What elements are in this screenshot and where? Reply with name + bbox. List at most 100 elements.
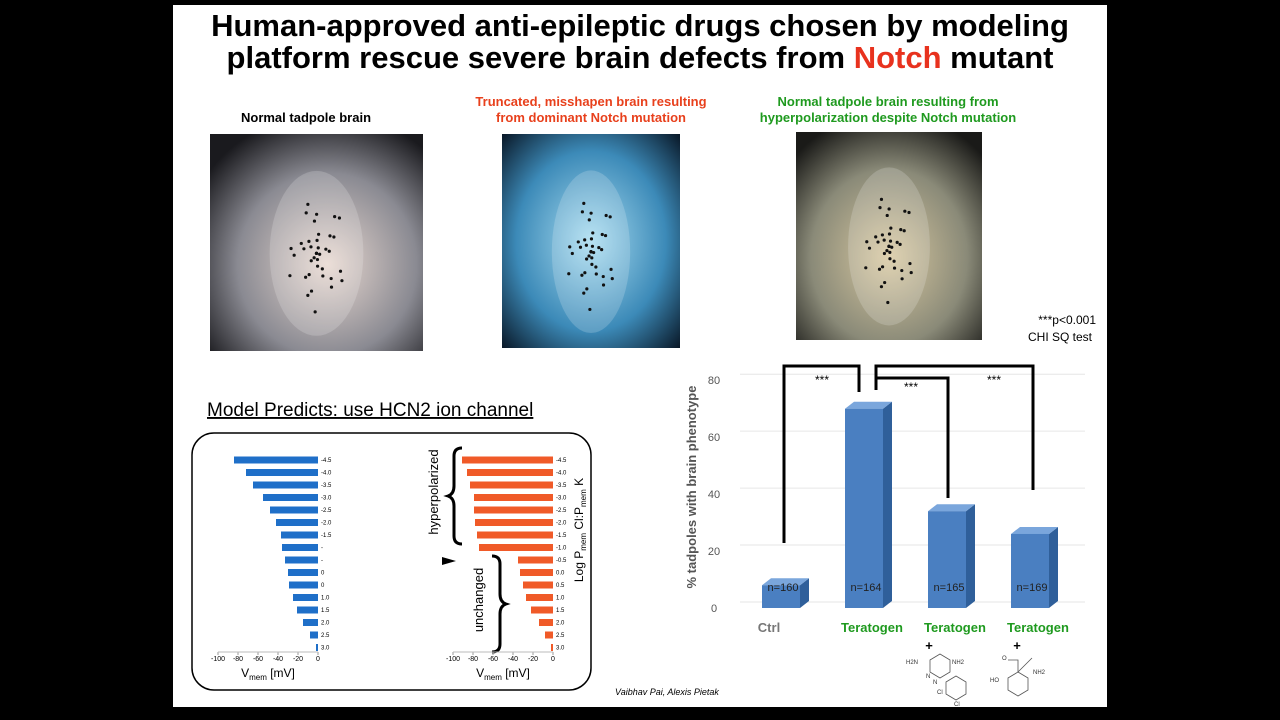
bar xyxy=(281,531,318,539)
photo-detail xyxy=(601,283,606,287)
bar xyxy=(539,619,553,626)
axis-label-part: V xyxy=(476,666,484,680)
photo-detail xyxy=(333,215,337,219)
bar xyxy=(526,594,553,601)
x-tick-label: -20 xyxy=(528,656,538,663)
n-label: n=164 xyxy=(851,582,882,594)
photo-detail xyxy=(299,241,303,246)
y-tick-label: -1.0 xyxy=(556,546,567,552)
photo-detail xyxy=(585,257,589,261)
y-tick-label: 3.0 xyxy=(321,646,330,652)
brace xyxy=(443,446,463,546)
photo-detail xyxy=(309,259,313,263)
photo-detail xyxy=(592,250,596,255)
x-tick-label: Teratogen xyxy=(841,620,903,635)
model-box xyxy=(191,432,592,691)
photo-detail xyxy=(895,240,899,244)
photo-detail xyxy=(603,233,608,238)
x-axis-label: Vmem [mV] xyxy=(476,666,530,682)
y-tick-label: 1.5 xyxy=(556,608,565,614)
bar xyxy=(467,469,553,476)
y-tick-label: 2.5 xyxy=(321,633,330,639)
photo-detail xyxy=(600,248,604,252)
photo-detail xyxy=(580,210,584,214)
photo-detail xyxy=(318,252,322,256)
image-caption: hyperpolarization despite Notch mutation xyxy=(760,110,1016,125)
photo-detail xyxy=(578,245,583,249)
photo-detail xyxy=(885,213,889,218)
bar-side xyxy=(800,578,809,608)
title-highlight: Notch xyxy=(854,40,942,75)
x-tick-label: -40 xyxy=(273,656,283,663)
x-tick-label: 0 xyxy=(316,656,320,663)
y-tick-label: -1.5 xyxy=(321,533,332,539)
image-caption: Normal tadpole brain xyxy=(241,110,371,125)
title-line: platform rescue severe brain defects fro… xyxy=(227,40,1054,75)
photo-detail xyxy=(594,265,598,269)
photo-detail xyxy=(320,267,324,271)
bar xyxy=(316,644,318,651)
axis-label-part: mem xyxy=(579,489,588,507)
bar xyxy=(545,631,553,639)
photo-detail xyxy=(582,201,586,205)
photo-detail xyxy=(315,264,320,268)
x-tick-label: -60 xyxy=(488,656,498,663)
photo-detail xyxy=(316,246,320,250)
stats-note: ***p<0.001 xyxy=(1038,313,1096,327)
photo-detail xyxy=(867,246,872,250)
photo-detail xyxy=(882,251,887,256)
photo-detail xyxy=(306,202,310,206)
y-tick-label: 0.0 xyxy=(556,571,565,577)
photo-detail xyxy=(601,274,605,279)
photo-detail xyxy=(608,215,612,219)
y-tick-label: -3.5 xyxy=(321,483,332,489)
chem-label: H2N xyxy=(906,660,918,666)
photo-detail xyxy=(309,289,314,293)
photo-detail xyxy=(590,244,595,248)
photo-detail xyxy=(340,279,344,283)
chem-label: NH2 xyxy=(952,660,965,666)
y-tick-label: -1.5 xyxy=(556,533,567,539)
photo-detail xyxy=(315,238,319,242)
photo-detail xyxy=(600,232,604,237)
bar xyxy=(474,506,553,514)
axis-label-part: Log P xyxy=(572,551,586,582)
axis-label-part: Cl:P xyxy=(572,507,586,533)
bar xyxy=(310,631,318,639)
photo-detail xyxy=(568,245,572,249)
photo-detail xyxy=(582,291,586,295)
y-tick-label: -2.5 xyxy=(556,508,567,514)
axis-label-part: [mV] xyxy=(267,666,295,680)
photo-detail xyxy=(864,266,868,270)
photo-detail xyxy=(903,209,907,213)
x-tick-label: -100 xyxy=(446,656,460,663)
bar xyxy=(285,556,318,564)
photo-detail xyxy=(321,274,325,278)
photo-detail xyxy=(328,234,332,238)
photo-detail xyxy=(588,307,592,312)
bar xyxy=(845,408,883,608)
photo-detail xyxy=(900,268,904,273)
photo-detail xyxy=(292,253,296,257)
tadpole-photo xyxy=(210,134,423,351)
title-part: platform rescue severe brain defects fro… xyxy=(227,40,854,75)
y-tick-label: 80 xyxy=(708,375,720,387)
photo-detail xyxy=(307,273,311,277)
photo-detail xyxy=(886,300,890,305)
axis-label-part: [mV] xyxy=(502,666,530,680)
annotation: unchanged xyxy=(471,568,486,632)
y-tick-label: -3.0 xyxy=(321,496,332,502)
brace xyxy=(491,554,511,654)
x-tick-label: -100 xyxy=(211,656,225,663)
y-tick-label: 0.5 xyxy=(556,583,565,589)
photo-detail xyxy=(583,238,587,242)
tadpole-photo xyxy=(796,132,982,340)
photo-detail xyxy=(883,280,887,285)
y-tick-label: -3.0 xyxy=(556,496,567,502)
photo-detail xyxy=(604,213,608,218)
photo-detail xyxy=(304,211,308,215)
bar xyxy=(297,606,318,614)
bar xyxy=(475,519,553,526)
photo-detail xyxy=(585,287,589,291)
tadpole-photo xyxy=(502,134,680,348)
